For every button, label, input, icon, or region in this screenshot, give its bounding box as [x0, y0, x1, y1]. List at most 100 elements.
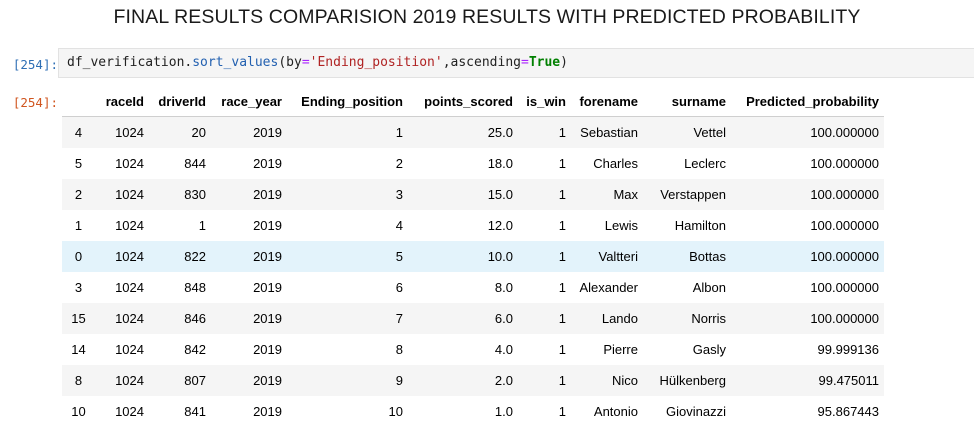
cell-raceid: 1024	[115, 404, 144, 419]
cell-predicted-probability: 100.000000	[810, 280, 879, 295]
cell-race-year: 2019	[253, 218, 282, 233]
cell-points-scored: 4.0	[494, 342, 513, 357]
cell-raceid: 1024	[95, 116, 149, 148]
cell-predicted-probability: 99.475011	[731, 365, 884, 396]
cell-race-year: 2019	[253, 404, 282, 419]
cell-race-year: 2019	[253, 342, 282, 357]
cell-surname: Hülkenberg	[643, 365, 731, 396]
cell-predicted-probability: 99.999136	[817, 342, 879, 357]
cell-ending-position: 2	[395, 156, 403, 171]
table-row: 8 1024 807 2019 9 2.0 1 Nico Hülkenberg 99.475011	[62, 365, 884, 396]
table-row: 1 1024 1 2019 4 12.0 1 Lewis Hamilton 100.000000	[62, 210, 884, 241]
column-header-forename: forename	[571, 86, 643, 117]
cell-forename: Antonio	[593, 404, 638, 419]
cell-predicted-probability: 100.000000	[731, 179, 884, 210]
cell-ending-position: 3	[287, 179, 408, 210]
cell-race-year: 2019	[211, 365, 287, 396]
code-line[interactable]: df_verification.sort_values(by='Ending_p…	[67, 55, 568, 70]
cell-raceid: 1024	[95, 303, 149, 334]
column-header-predicted-probability: Predicted_probability	[731, 86, 884, 117]
code-method: sort_values	[192, 55, 279, 70]
input-prompt: [254]:	[12, 57, 58, 72]
cell-ending-position: 1	[287, 116, 408, 148]
cell-is-win: 1	[518, 365, 571, 396]
cell-forename: Alexander	[579, 280, 638, 295]
code-equals: =	[301, 55, 310, 70]
cell-surname: Vettel	[643, 116, 731, 148]
cell-predicted-probability: 100.000000	[810, 156, 879, 171]
results-table: raceId driverId race_year Ending_positio…	[62, 86, 884, 427]
cell-raceid: 1024	[95, 241, 149, 272]
cell-driverid: 841	[184, 404, 206, 419]
cell-points-scored: 12.0	[487, 218, 513, 233]
cell-index: 14	[71, 342, 86, 357]
table-row: 3 1024 848 2019 6 8.0 1 Alexander Albon 100.00000…	[62, 272, 884, 303]
cell-index: 1	[74, 218, 83, 233]
cell-points-scored: 8.0	[494, 280, 513, 295]
table-row: 15 1024 846 2019 7 6.0 1 Lando Norris 100.000000	[62, 303, 884, 334]
table-row: 14 1024 842 2019 8 4.0 1 Pierre Gasly 99.999136	[62, 334, 884, 365]
code-paren-close: )	[560, 55, 568, 70]
cell-race-year: 2019	[211, 303, 287, 334]
cell-points-scored: 18.0	[487, 156, 513, 171]
cell-driverid: 807	[149, 365, 211, 396]
cell-is-win: 1	[558, 218, 566, 233]
cell-race-year: 2019	[211, 179, 287, 210]
cell-predicted-probability: 100.000000	[810, 218, 879, 233]
cell-ending-position: 6	[395, 280, 403, 295]
table-row: 4 1024 20 2019 1 25.0 1 Sebastian Vettel 100.0000…	[62, 116, 884, 148]
cell-is-win: 1	[518, 179, 571, 210]
cell-points-scored: 2.0	[408, 365, 518, 396]
cell-raceid: 1024	[115, 218, 144, 233]
code-dot: .	[184, 55, 193, 70]
cell-surname: Norris	[643, 303, 731, 334]
code-keyword: True	[528, 55, 561, 70]
cell-forename: Max	[571, 179, 643, 210]
cell-race-year: 2019	[253, 156, 282, 171]
cell-ending-position: 10	[388, 404, 403, 419]
cell-ending-position: 8	[395, 342, 403, 357]
cell-race-year: 2019	[211, 116, 287, 148]
cell-driverid: 846	[149, 303, 211, 334]
cell-forename: Valtteri	[571, 241, 643, 272]
code-equals-2: =	[520, 55, 529, 70]
column-header-race-year: race_year	[211, 86, 287, 117]
cell-forename: Nico	[571, 365, 643, 396]
code-variable: df_verification	[67, 55, 185, 70]
code-ascending: ,ascending	[442, 55, 521, 70]
cell-raceid: 1024	[115, 156, 144, 171]
cell-index: 8	[62, 365, 95, 396]
output-prompt: [254]:	[12, 95, 58, 110]
cell-index: 3	[74, 280, 83, 295]
cell-predicted-probability: 95.867443	[817, 404, 879, 419]
cell-forename: Charles	[593, 156, 638, 171]
cell-forename: Sebastian	[571, 116, 643, 148]
cell-surname: Albon	[692, 280, 726, 295]
cell-driverid: 844	[184, 156, 206, 171]
cell-predicted-probability: 100.000000	[731, 303, 884, 334]
cell-points-scored: 25.0	[408, 116, 518, 148]
cell-index: 15	[62, 303, 95, 334]
cell-raceid: 1024	[95, 365, 149, 396]
cell-index: 10	[71, 404, 86, 419]
cell-raceid: 1024	[115, 342, 144, 357]
cell-is-win: 1	[558, 404, 566, 419]
cell-driverid: 20	[149, 116, 211, 148]
column-header-driverid: driverId	[149, 86, 211, 117]
cell-index: 5	[74, 156, 83, 171]
cell-ending-position: 7	[287, 303, 408, 334]
code-cell[interactable]: df_verification.sort_values(by='Ending_p…	[58, 48, 974, 78]
cell-driverid: 822	[149, 241, 211, 272]
cell-points-scored: 1.0	[494, 404, 513, 419]
table-row: 10 1024 841 2019 10 1.0 1 Antonio Giovinazzi 95.8…	[62, 396, 884, 427]
cell-raceid: 1024	[95, 179, 149, 210]
cell-is-win: 1	[558, 342, 566, 357]
cell-surname: Bottas	[643, 241, 731, 272]
cell-ending-position: 9	[287, 365, 408, 396]
cell-is-win: 1	[518, 116, 571, 148]
cell-raceid: 1024	[115, 280, 144, 295]
cell-index: 2	[62, 179, 95, 210]
code-string-arg: 'Ending_position'	[309, 55, 443, 70]
cell-forename: Lewis	[604, 218, 638, 233]
table-row: 2 1024 830 2019 3 15.0 1 Max Verstappen 100.00000…	[62, 179, 884, 210]
